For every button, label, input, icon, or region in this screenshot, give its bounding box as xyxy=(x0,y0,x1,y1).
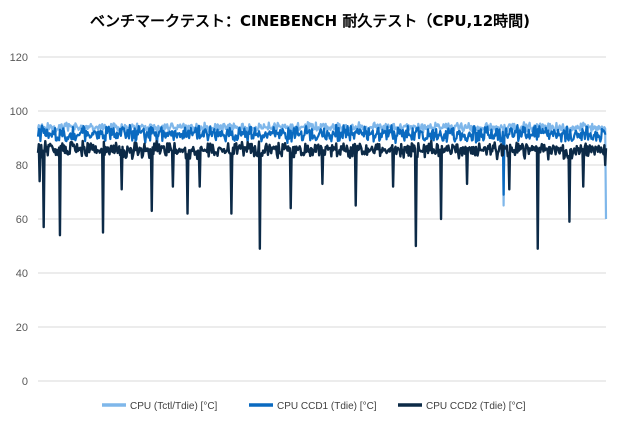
y-tick-label-100: 100 xyxy=(10,106,28,118)
y-tick-label-120: 120 xyxy=(10,52,28,64)
series-line-2 xyxy=(36,123,607,196)
chart-title: ベンチマークテスト：CINEBENCH 耐久テスト（CPU,12時間) xyxy=(89,12,531,30)
legend: CPU (Tctl/Tdie) [°C] CPU CCD1 (Tdie) [°C]… xyxy=(102,401,526,412)
legend-label-3: CPU CCD2 (Tdie) [°C] xyxy=(426,401,526,412)
y-tick-label-40: 40 xyxy=(16,268,28,280)
y-tick-label-80: 80 xyxy=(16,160,28,172)
series-layer xyxy=(36,121,608,250)
y-tick-label-20: 20 xyxy=(16,322,28,334)
y-axis-labels: 0 20 40 60 80 100 120 xyxy=(10,52,28,388)
grid-layer xyxy=(38,56,606,382)
legend-label-2: CPU CCD1 (Tdie) [°C] xyxy=(277,401,377,412)
series-line-3 xyxy=(36,139,608,250)
y-tick-label-0: 0 xyxy=(22,376,28,388)
legend-label-1: CPU (Tctl/Tdie) [°C] xyxy=(130,401,218,412)
y-tick-label-60: 60 xyxy=(16,214,28,226)
